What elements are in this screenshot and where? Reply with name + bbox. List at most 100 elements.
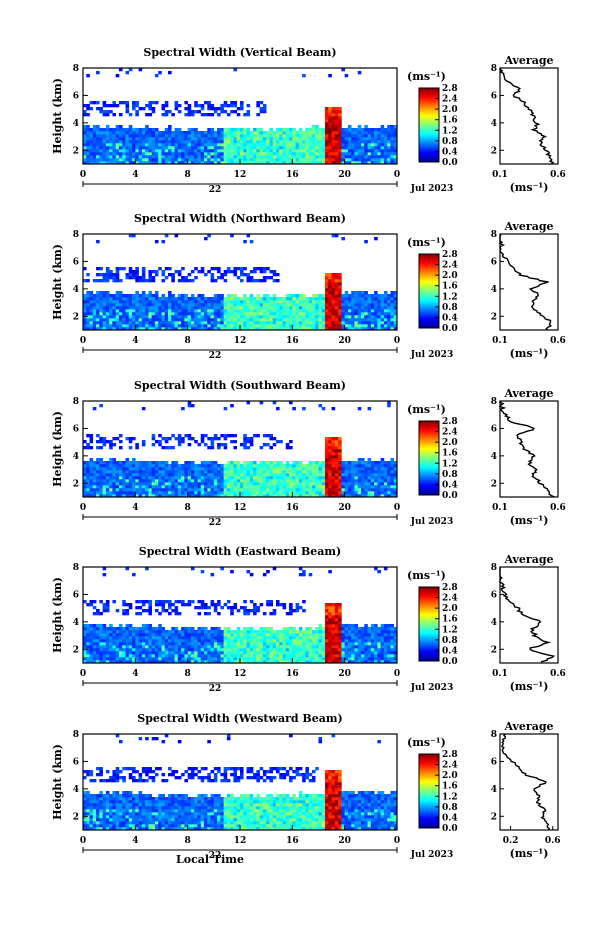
heatmap-cell xyxy=(266,300,270,304)
heatmap-cell xyxy=(374,134,378,138)
heatmap-cell xyxy=(181,146,185,150)
heatmap-cell xyxy=(112,306,117,310)
heatmap-cell xyxy=(298,321,303,325)
heatmap-cell xyxy=(151,479,156,483)
heatmap-cell xyxy=(132,128,136,132)
heatmap-cell xyxy=(86,140,90,144)
heatmap-cell xyxy=(171,146,175,150)
heatmap-cell xyxy=(354,470,359,474)
heatmap-cell xyxy=(122,651,126,655)
heatmap-cell xyxy=(204,101,208,105)
heatmap-cell xyxy=(217,113,221,117)
heatmap-cell xyxy=(325,488,329,492)
heatmap-cell xyxy=(302,315,306,319)
heatmap-cell xyxy=(367,146,372,150)
heatmap-cell xyxy=(145,624,149,628)
heatmap-cell xyxy=(249,627,254,631)
heatmap-cell xyxy=(308,324,313,328)
heatmap-cell xyxy=(298,297,303,301)
heatmap-cell xyxy=(325,318,329,322)
heatmap-cell xyxy=(132,467,136,471)
heatmap-cell xyxy=(200,476,205,480)
heatmap-cell xyxy=(154,101,159,105)
heatmap-cell xyxy=(233,606,238,610)
heatmap-cell xyxy=(230,645,234,649)
heatmap-cell xyxy=(223,104,228,108)
heatmap-cell xyxy=(315,324,319,328)
heatmap-cell xyxy=(92,600,97,604)
heatmap-cell xyxy=(289,446,293,450)
heatmap-cell xyxy=(315,125,319,129)
heatmap-cell xyxy=(243,240,247,244)
heatmap-cell xyxy=(122,654,126,658)
heatmap-cell xyxy=(370,327,375,331)
heatmap-cell xyxy=(236,642,241,646)
colorbar-unit: (ms⁻¹) xyxy=(407,70,446,83)
heatmap-cell xyxy=(184,146,188,150)
heatmap-cell xyxy=(89,636,94,640)
heatmap-cell xyxy=(357,467,362,471)
heatmap-cell xyxy=(266,149,270,153)
heatmap-cell xyxy=(298,294,303,298)
heatmap-cell xyxy=(367,303,372,307)
heatmap-cell xyxy=(246,642,251,646)
heatmap-cell xyxy=(171,494,175,498)
heatmap-cell xyxy=(357,407,362,411)
heatmap-cell xyxy=(305,303,309,307)
heatmap-cell xyxy=(305,488,309,492)
heatmap-cell xyxy=(128,476,133,480)
heatmap-cell xyxy=(262,324,267,328)
heatmap-cell xyxy=(334,128,339,132)
heatmap-cell xyxy=(171,464,175,468)
heatmap-cell xyxy=(194,134,198,138)
x-tick-label: 8 xyxy=(185,503,191,513)
heatmap-cell xyxy=(213,107,218,111)
heatmap-cell xyxy=(197,104,202,108)
heatmap-cell xyxy=(168,155,172,159)
heatmap-cell xyxy=(125,110,130,114)
heatmap-cell xyxy=(92,645,97,649)
heatmap-cell xyxy=(217,648,221,652)
heatmap-cell xyxy=(331,318,336,322)
heatmap-cell xyxy=(141,321,146,325)
heatmap-cell xyxy=(275,467,280,471)
heatmap-cell xyxy=(279,485,283,489)
heatmap-cell xyxy=(194,660,198,664)
heatmap-cell xyxy=(200,315,205,319)
heatmap-cell xyxy=(331,464,336,468)
heatmap-cell xyxy=(148,612,152,616)
heatmap-cell xyxy=(171,491,175,495)
heatmap-cell xyxy=(308,300,313,304)
heatmap-cell xyxy=(187,149,192,153)
heatmap-cell xyxy=(200,627,205,631)
heatmap-cell xyxy=(230,494,234,498)
heatmap-cell xyxy=(102,324,107,328)
heatmap-cell xyxy=(184,303,188,307)
heatmap-cell xyxy=(164,315,169,319)
heatmap-cell xyxy=(132,573,136,577)
heatmap-cell xyxy=(279,137,283,141)
heatmap-cell xyxy=(282,327,287,331)
heatmap-cell xyxy=(190,639,195,643)
heatmap-cell xyxy=(321,491,326,495)
heatmap-cell xyxy=(128,470,133,474)
heatmap-cell xyxy=(171,630,175,634)
heatmap-cell xyxy=(135,443,139,447)
heatmap-cell xyxy=(217,600,221,604)
heatmap-cell xyxy=(331,437,336,441)
heatmap-cell xyxy=(181,479,185,483)
heatmap-cell xyxy=(141,479,146,483)
heatmap-cell xyxy=(207,461,211,465)
heatmap-cell xyxy=(141,315,146,319)
heatmap-cell xyxy=(99,297,103,301)
heatmap-cell xyxy=(256,267,260,271)
heatmap-cell xyxy=(328,149,332,153)
heatmap-cell xyxy=(331,324,336,328)
heatmap-cell xyxy=(92,306,97,310)
heatmap-cell xyxy=(347,161,352,165)
heatmap-cell xyxy=(246,440,251,444)
heatmap-cell xyxy=(236,113,241,117)
heatmap-cell xyxy=(246,482,251,486)
heatmap-cell xyxy=(315,306,319,310)
heatmap-cell xyxy=(83,294,87,298)
